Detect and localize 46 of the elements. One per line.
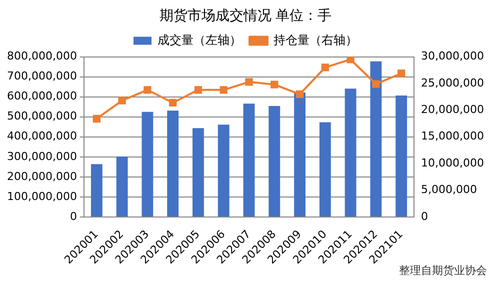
point [270,80,278,88]
point [169,98,177,107]
y-tick-label: 400,000,000 [6,130,77,143]
point [296,90,304,98]
y2-tick-label: 15,000,000 [421,130,484,143]
point [194,86,202,94]
bar [370,61,382,216]
y2-tick-label: 30,000,000 [421,50,484,63]
y2-tick-label: 10,000,000 [421,156,484,170]
point [397,70,406,78]
y-tick-label: 100,000,000 [6,190,77,203]
y2-tick-label: 0 [421,210,428,223]
bar [344,88,356,216]
point [245,78,253,86]
y-tick-label: 800,000,000 [6,50,77,63]
bar [218,124,230,216]
y-tick-label: 500,000,000 [6,110,77,123]
point [346,56,354,64]
point [92,114,100,123]
legend-label: 持仓量（右轴） [274,32,358,47]
chart-title: 期货市场成交情况 单位：手 [159,8,332,24]
bar [90,164,102,216]
bar [243,104,255,216]
point [144,86,152,94]
point [220,86,228,94]
y-tick-label: 600,000,000 [6,90,77,103]
y2-tick-label: 20,000,000 [421,103,484,116]
bar [268,106,280,216]
y-tick-label: 0 [70,210,77,223]
text: 整理自期货业协会 [399,264,487,278]
point [118,96,126,104]
y-tick-label: 200,000,000 [6,170,77,183]
point [372,80,380,88]
y2-tick-label: 5,000,000 [421,183,478,196]
point [321,64,329,72]
bar [116,156,128,216]
legend-label: 成交量（左轴） [158,32,242,47]
bar [319,122,331,216]
y2-tick-label: 25,000,000 [421,76,484,90]
bar [142,112,154,216]
bar [294,92,306,216]
y-tick-label: 700,000,000 [6,70,77,83]
bar [167,110,179,216]
bar [396,95,408,216]
bar [192,128,204,216]
y-tick-label: 300,000,000 [6,150,77,163]
